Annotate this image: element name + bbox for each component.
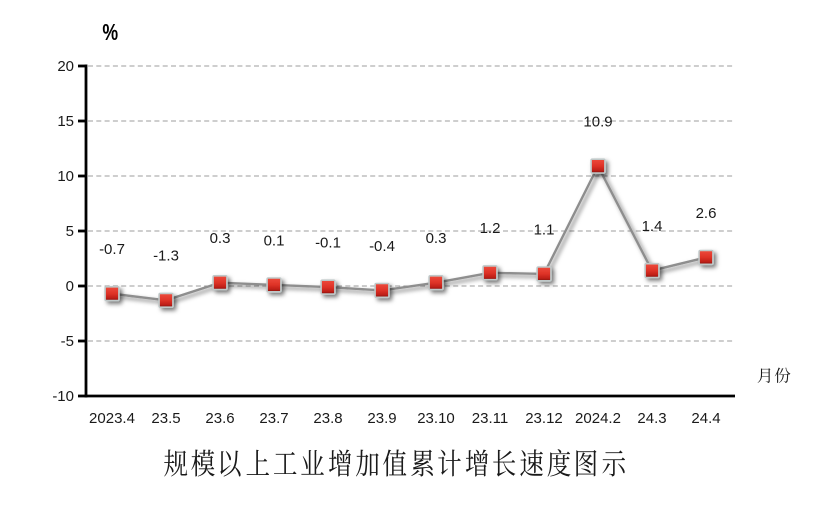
svg-text:24.4: 24.4 — [691, 410, 720, 427]
svg-text:10.9: 10.9 — [583, 114, 612, 131]
svg-text:2024.2: 2024.2 — [575, 410, 621, 427]
svg-text:0: 0 — [66, 278, 74, 295]
svg-text:23.5: 23.5 — [151, 410, 180, 427]
svg-text:23.6: 23.6 — [205, 410, 234, 427]
svg-text:1.4: 1.4 — [642, 218, 663, 235]
svg-text:0.3: 0.3 — [426, 230, 447, 247]
svg-text:23.12: 23.12 — [525, 410, 563, 427]
svg-text:0.3: 0.3 — [210, 230, 231, 247]
svg-text:10: 10 — [57, 168, 74, 185]
svg-text:-5: -5 — [61, 333, 74, 350]
svg-text:23.10: 23.10 — [417, 410, 455, 427]
svg-text:23.11: 23.11 — [472, 410, 508, 427]
svg-text:-1.3: -1.3 — [153, 248, 179, 265]
svg-text:20: 20 — [57, 58, 74, 75]
svg-text:5: 5 — [66, 223, 74, 240]
svg-text:2023.4: 2023.4 — [89, 410, 135, 427]
svg-text:23.7: 23.7 — [259, 410, 288, 427]
svg-text:-0.1: -0.1 — [315, 235, 341, 252]
svg-text:-0.7: -0.7 — [99, 241, 125, 258]
svg-text:-0.4: -0.4 — [369, 238, 395, 255]
svg-text:15: 15 — [57, 113, 74, 130]
svg-text:1.1: 1.1 — [534, 221, 555, 238]
svg-text:-10: -10 — [52, 388, 74, 405]
svg-text:24.3: 24.3 — [637, 410, 666, 427]
svg-text:23.8: 23.8 — [313, 410, 342, 427]
svg-text:23.9: 23.9 — [367, 410, 396, 427]
svg-text:0.1: 0.1 — [264, 232, 285, 249]
svg-text:%: % — [102, 21, 118, 46]
svg-text:2.6: 2.6 — [696, 205, 717, 222]
svg-text:1.2: 1.2 — [480, 220, 501, 237]
